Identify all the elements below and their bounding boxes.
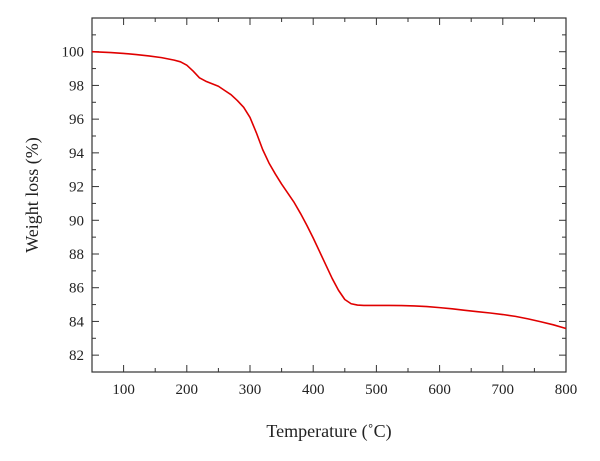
y-axis-ticks: 82 84 86 88 90 92 94 96 98 100 — [62, 34, 566, 373]
y-tick-label: 88 — [69, 247, 84, 263]
y-tick-label: 98 — [69, 78, 84, 94]
x-tick-label: 700 — [492, 382, 515, 398]
x-tick-label: 200 — [176, 382, 199, 398]
x-tick-label: 300 — [239, 382, 262, 398]
y-tick-label: 84 — [69, 314, 85, 330]
x-tick-label: 100 — [112, 382, 135, 398]
x-axis-title: Temperature (˚C) — [266, 421, 391, 442]
y-tick-label: 90 — [69, 213, 84, 229]
y-tick-label: 94 — [69, 146, 85, 162]
y-tick-label: 86 — [69, 281, 85, 297]
x-tick-label: 400 — [302, 382, 325, 398]
y-tick-label: 92 — [69, 180, 84, 196]
y-tick-label: 100 — [62, 45, 85, 61]
x-axis-ticks: 100 200 300 400 500 600 700 800 — [91, 18, 578, 398]
x-tick-label: 500 — [365, 382, 388, 398]
x-tick-label: 600 — [428, 382, 451, 398]
y-axis-title: Weight loss (%) — [22, 137, 43, 253]
series-layer — [91, 50, 567, 330]
plot-frame — [91, 17, 567, 373]
y-tick-label: 96 — [69, 112, 85, 128]
y-tick-label: 82 — [69, 348, 84, 364]
x-tick-label: 800 — [555, 382, 578, 398]
series-line — [91, 50, 567, 330]
